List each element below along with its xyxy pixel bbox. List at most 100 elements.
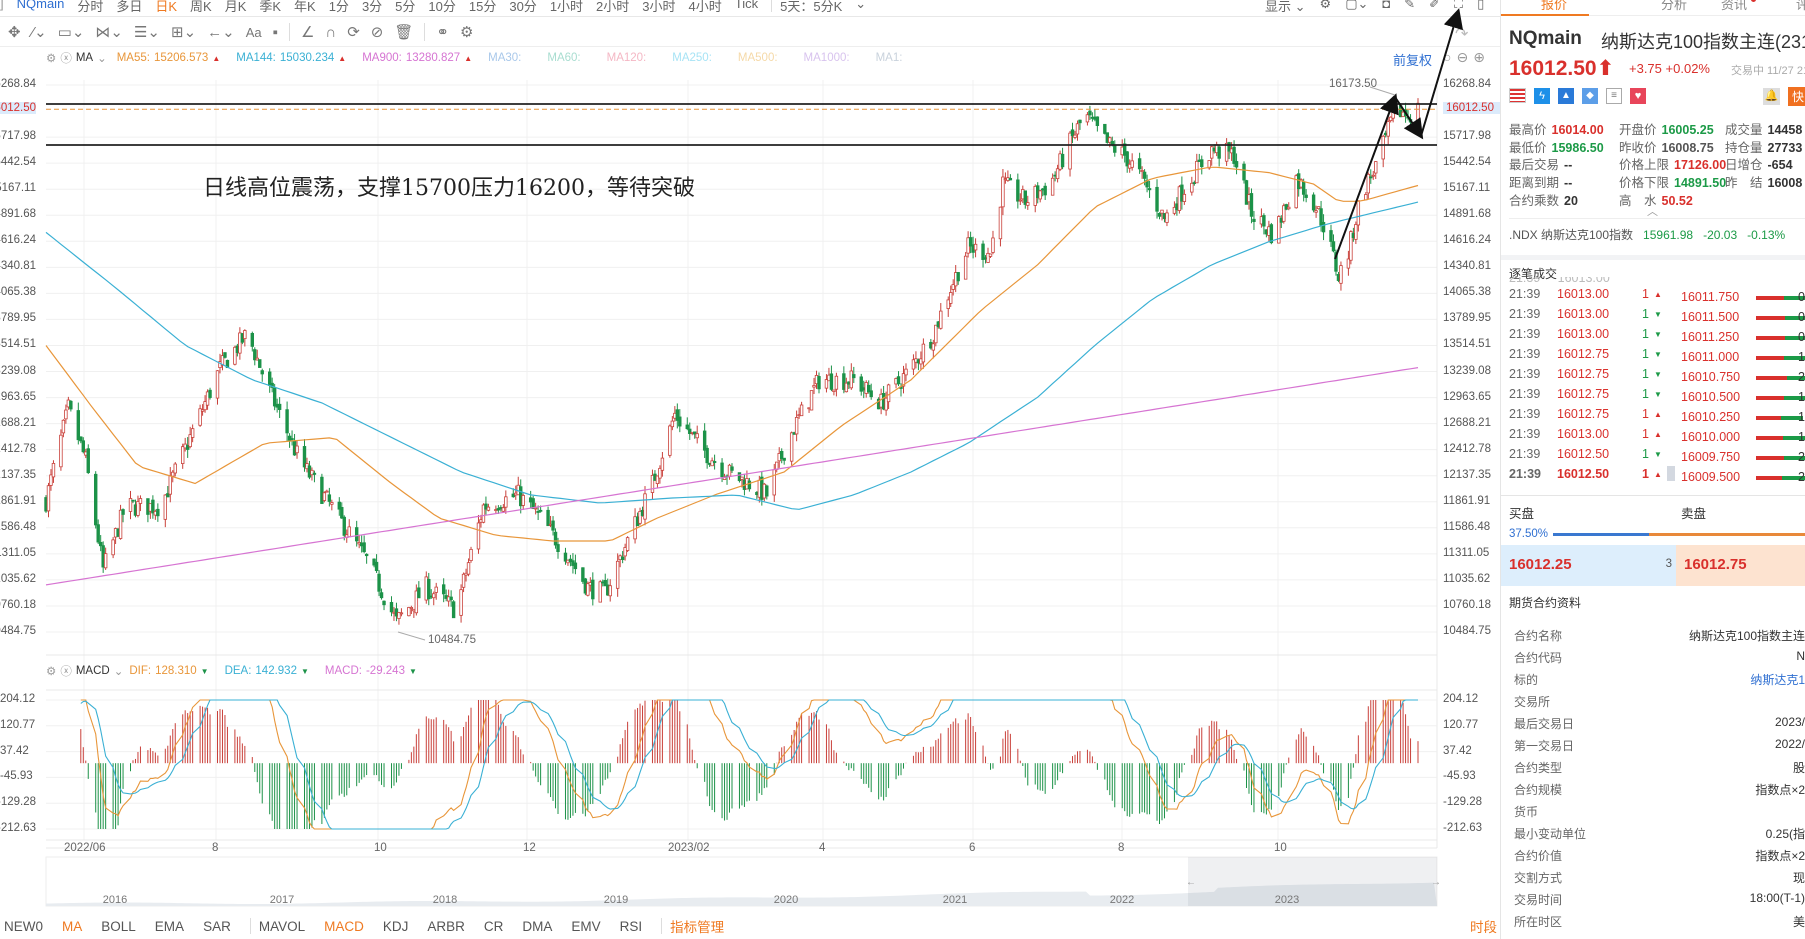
trash-icon[interactable]: 🗑 [394,24,414,41]
compare-icon[interactable]: ⚭ [436,24,449,41]
circle-icon[interactable]: ○ [1443,49,1452,65]
display-menu[interactable]: 显示 ⌄ [1265,0,1306,14]
pencil-icon[interactable]: ✐ [1429,0,1441,11]
bell-icon[interactable]: 🔔 [1763,88,1780,105]
inactive-ma[interactable]: MA30: [488,52,522,64]
chevron-down-icon[interactable]: ⌄ [97,53,107,65]
indicator-tab[interactable]: NEW0 [4,918,44,934]
camera-icon[interactable]: ◘ [1382,0,1391,11]
hide-icon[interactable]: ⊘ [370,24,384,41]
multi-day-select[interactable]: 5天：5分K [780,0,843,14]
channel-tool-icon[interactable]: ☰⌄ [133,24,160,41]
adjust-button[interactable]: 前复权 [1393,53,1433,68]
close-icon[interactable]: ⓧ [60,666,72,678]
tag-icon[interactable]: ◆ [1582,88,1598,104]
fib-tool-icon[interactable]: ⋈⌄ [95,24,123,41]
inactive-ma[interactable]: MA250: [672,52,712,64]
bid-box[interactable]: 16012.25 3 [1501,545,1676,586]
period-tab[interactable]: 3小时 [642,0,676,14]
layout-icon[interactable]: ▢⌄ [1345,0,1369,11]
gear-icon[interactable]: ⚙ [46,53,57,65]
inactive-ma[interactable]: MA60: [547,52,581,64]
favorite-icon[interactable]: ♥ [1630,88,1646,104]
gear-icon[interactable]: ⚙ [1319,0,1332,11]
period-tab[interactable]: 周K [190,0,212,14]
fullscreen-icon[interactable]: ⛶ [1454,0,1464,11]
inactive-ma[interactable]: MA1000: [803,52,850,64]
panel-tab[interactable]: 报价 [1541,0,1568,12]
note-icon[interactable]: ≡ [1606,88,1622,104]
panel-tab[interactable]: 评 [1796,0,1805,13]
info-link[interactable]: 纳斯达克1 [1750,673,1805,687]
collapse-icon[interactable]: ︿ [1647,206,1658,218]
period-tab[interactable]: 2小时 [596,0,630,14]
move-icon[interactable]: ✥ [8,24,21,41]
ma-label[interactable]: MA [75,52,94,64]
period-tab[interactable]: 10分 [428,0,456,14]
period-tab[interactable]: 1小时 [549,0,584,14]
settings-icon[interactable]: ⚙ [459,24,474,41]
indicator-manage-button[interactable]: 指标管理 [670,920,725,935]
analysis-note[interactable]: 日线高位震荡，支撑15700压力16200，等待突破 [203,176,695,201]
period-tab[interactable]: 4小时 [688,0,722,14]
line-tool-icon[interactable]: ⁄⌄ [31,24,47,41]
chevron-down-icon[interactable]: ⌄ [855,0,867,11]
inactive-ma[interactable]: MA500: [737,52,778,64]
period-tab[interactable]: 多日 [116,0,143,14]
indicator-tab[interactable]: MACD [324,918,364,934]
panel-tab[interactable]: 分析 [1661,0,1688,12]
magnet-icon[interactable]: ∩ [325,23,337,41]
edit-icon[interactable]: ✎ [1404,0,1416,11]
period-tab[interactable]: 年K [294,0,316,14]
indicator-tab[interactable]: DMA [522,918,553,934]
inactive-ma[interactable]: MA120: [606,52,647,64]
indicator-tab[interactable]: SAR [203,918,231,934]
indicator-tab[interactable]: CR [483,918,504,934]
symbol-link[interactable]: NQmain [16,0,65,11]
period-tab[interactable]: 15分 [468,0,497,14]
indicator-tab[interactable]: MA [62,918,83,934]
quick-trade-button[interactable]: 快 [1788,87,1805,106]
panel-tab[interactable]: 资讯 [1721,0,1748,12]
sync-icon[interactable]: ⟳ [347,24,360,41]
zoom-out-icon[interactable]: ⊖ [1456,49,1469,65]
chevron-down-icon[interactable]: ⌄ [113,666,124,678]
comment-tool-icon[interactable]: ▪ [272,23,278,41]
flash-icon[interactable]: ϟ [1534,88,1550,104]
trades-scrollbar[interactable] [1667,466,1675,481]
close-icon[interactable]: ⓧ [60,53,72,65]
period-tab[interactable]: 月K [224,0,247,14]
period-tab[interactable]: Tick [734,0,759,11]
ask-box[interactable]: 16012.75 [1676,545,1805,586]
index-quote[interactable]: .NDX 纳斯达克100指数 15961.98 -20.03 -0.13% [1509,228,1786,242]
indicator-tab[interactable]: EMA [154,918,185,934]
period-tab[interactable]: 1分 [328,0,349,14]
arrow-tool-icon[interactable]: ←⌄ [207,24,235,41]
period-tab[interactable]: 30分 [509,0,537,14]
inactive-ma[interactable]: MA1: [875,52,903,64]
navigator-window[interactable] [1188,857,1437,906]
zoom-in-icon[interactable]: ⊕ [1473,49,1485,65]
indicator-tab[interactable]: RSI [619,918,643,934]
window-icon[interactable]: ▯ [1477,0,1485,11]
indicator-tab[interactable]: KDJ [382,918,409,934]
indicator-tab[interactable]: BOLL [101,918,136,934]
period-tab[interactable]: 季K [259,0,282,14]
kline-chart[interactable]: ← → 2016 2017 2018 2019 2020 2021 2022 2023 [0,0,1500,915]
period-tab[interactable]: 日K [155,0,178,14]
period-button[interactable]: 时段 [1470,920,1497,935]
indicator-tab[interactable]: ARBR [427,918,465,934]
period-tab[interactable]: 分时 [77,0,104,14]
rect-tool-icon[interactable]: ▭⌄ [57,24,85,41]
gear-icon[interactable]: ⚙ [46,666,57,678]
indicator-tab[interactable]: MAVOL [258,918,306,934]
period-tab[interactable]: 3分 [361,0,383,14]
angle-icon[interactable]: ∠ [300,24,315,41]
pyramid-icon[interactable]: ▲ [1558,88,1574,104]
period-tab[interactable]: 5分 [395,0,416,14]
macd-label[interactable]: MACD [75,665,110,677]
indicator-tab[interactable]: EMV [571,918,601,934]
redo-icon[interactable]: ↷ [1455,26,1469,43]
text-tool-icon[interactable]: Aa [245,24,262,40]
measure-tool-icon[interactable]: ⊞⌄ [171,24,197,41]
